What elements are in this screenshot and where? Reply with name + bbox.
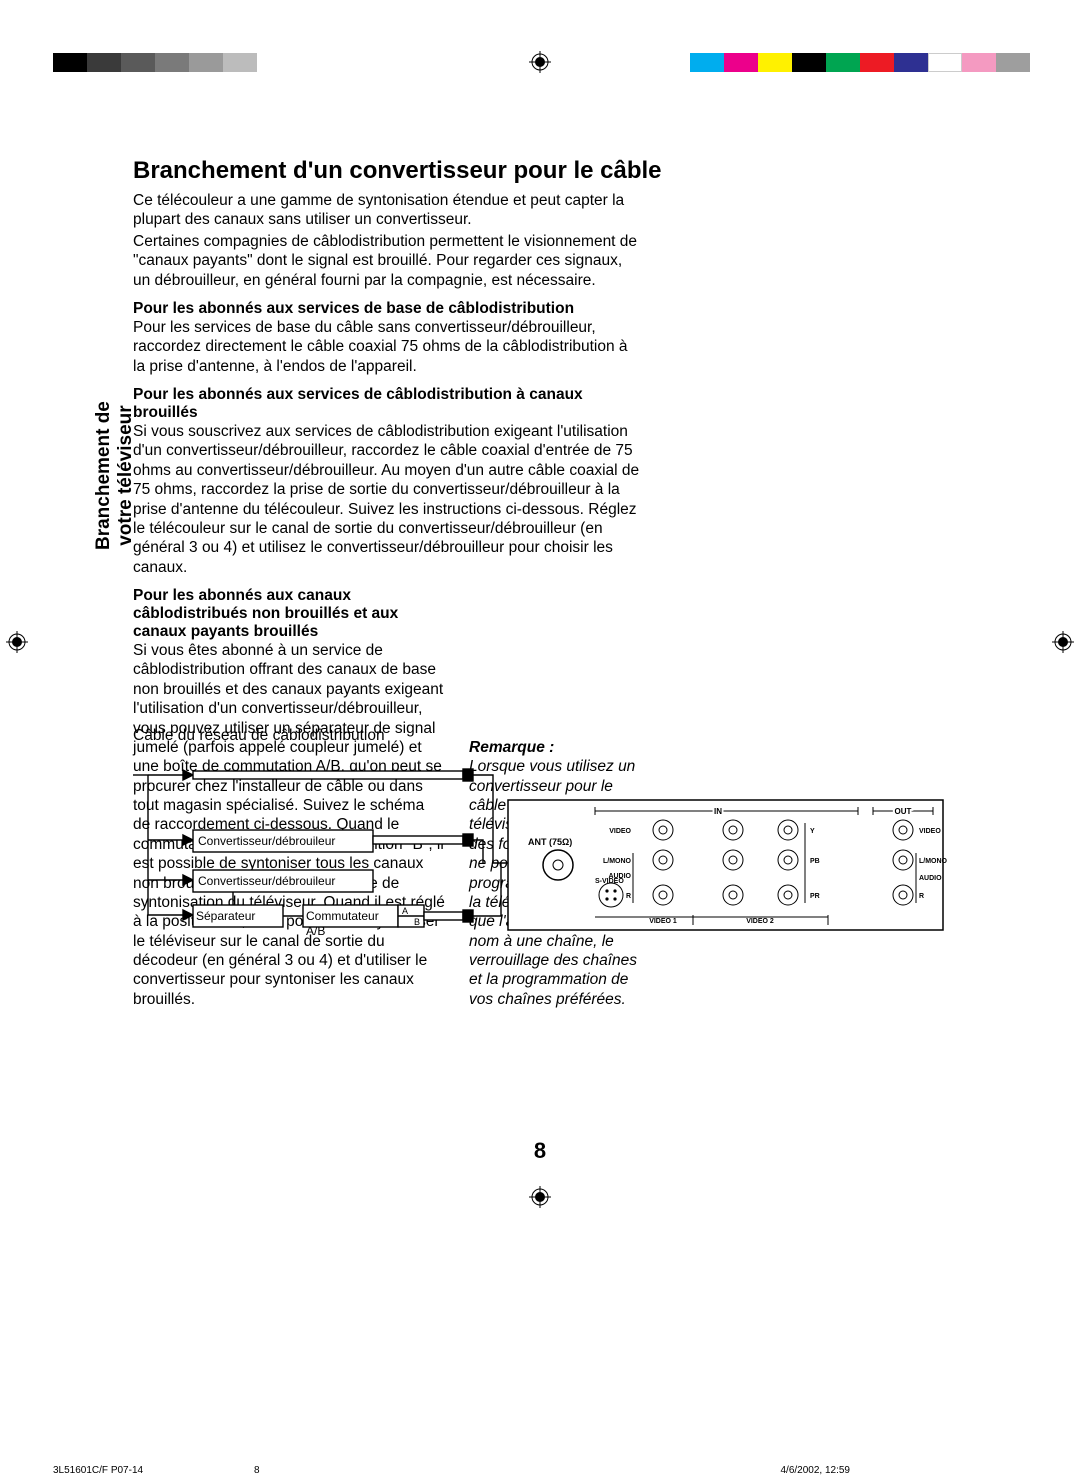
registration-mark-icon (1052, 631, 1074, 653)
registration-mark-icon (6, 631, 28, 653)
svg-text:R: R (626, 893, 631, 900)
page-heading: Branchement d'un convertisseur pour le c… (133, 157, 948, 185)
registration-mark-icon (529, 51, 551, 73)
switch-port-b: B (414, 917, 420, 927)
switch-port-a: A (402, 906, 408, 916)
converter-box-2-label: Convertisseur/débrouileur (198, 874, 335, 888)
converter-box-1-label: Convertisseur/débrouileur (198, 834, 335, 848)
incoming-cable-label: Câble du réseau de câblodistribution (133, 727, 948, 745)
wiring-diagram: Câble du réseau de câblodistribution (133, 727, 948, 957)
svg-text:VIDEO: VIDEO (919, 828, 941, 835)
sub2-heading: Pour les abonnés aux services de câblodi… (133, 386, 641, 422)
svg-text:OUT: OUT (895, 807, 912, 816)
svg-text:VIDEO 1: VIDEO 1 (649, 918, 677, 925)
svg-text:PB: PB (810, 858, 820, 865)
svg-text:Y: Y (810, 828, 815, 835)
svg-text:L/MONO: L/MONO (603, 858, 632, 865)
ab-switch-label: Commutateur (306, 909, 379, 923)
print-grayscale-bar (53, 53, 257, 72)
print-color-bar (690, 53, 1030, 72)
svg-text:L/MONO: L/MONO (919, 858, 948, 865)
sub1-body: Pour les services de base du câble sans … (133, 318, 641, 376)
svg-text:VIDEO 2: VIDEO 2 (746, 918, 774, 925)
svg-text:A/B: A/B (306, 924, 325, 938)
section-tab: Branchement de votre téléviseur (93, 401, 137, 550)
svg-text:PR: PR (810, 893, 820, 900)
svg-text:VIDEO: VIDEO (609, 828, 631, 835)
svg-text:IN: IN (714, 807, 722, 816)
footer-doc-id: 3L51601C/F P07-14 (53, 1465, 143, 1476)
intro-paragraph-1: Ce télécouleur a une gamme de syntonisat… (133, 191, 641, 230)
sub1-heading: Pour les abonnés aux services de base de… (133, 300, 641, 318)
footer-timestamp: 4/6/2002, 12:59 (780, 1465, 850, 1476)
footer-page: 8 (254, 1465, 260, 1476)
svg-text:AUDIO: AUDIO (608, 873, 631, 880)
section-tab-line1: Branchement de (93, 401, 114, 550)
svg-text:AUDIO: AUDIO (919, 875, 942, 882)
wiring-diagram-svg: Convertisseur/débrouileur Convertisseur/… (133, 745, 948, 960)
intro-paragraph-2: Certaines compagnies de câblodistributio… (133, 232, 641, 290)
registration-mark-icon (529, 1186, 551, 1208)
svg-text:R: R (919, 893, 924, 900)
separator-label: Séparateur (196, 909, 255, 923)
svg-text:ANT (75Ω): ANT (75Ω) (528, 837, 572, 847)
page-number: 8 (0, 1138, 1080, 1164)
sub3-heading: Pour les abonnés aux canaux câblodistrib… (133, 587, 445, 641)
tv-rear-panel: ANT (75Ω) IN OUT VIDEO L/MONO (508, 800, 948, 930)
sub2-body: Si vous souscrivez aux services de câblo… (133, 422, 641, 577)
